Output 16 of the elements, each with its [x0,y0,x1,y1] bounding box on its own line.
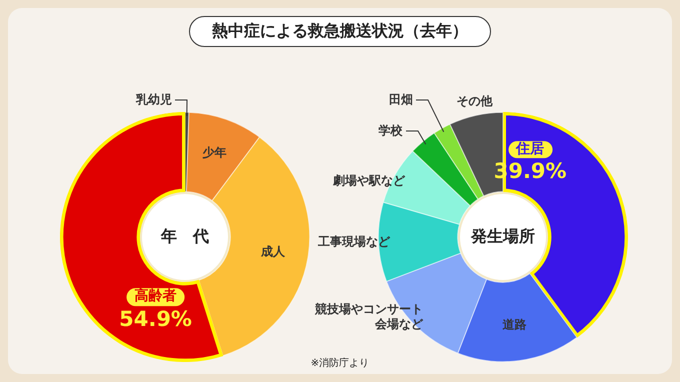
text: 発生場所 [471,226,535,248]
slice-label: 高齢者 [126,288,185,306]
slice-label: 成人 [260,244,285,260]
data-label: 54.9% [119,306,192,332]
text: 熱中症による救急搬送状況（去年） [189,16,491,47]
slice-label: その他 [456,94,492,110]
text: ※消防庁より [310,356,370,370]
slice-label: 田畑 [389,92,414,108]
slice-label: 乳幼児 [136,92,172,108]
slice-label: 劇場や駅など [333,173,406,188]
slice-label: 工事現場など [318,234,390,250]
text: 年 代 [161,226,209,248]
slice-label: 学校 [378,124,403,139]
slice-label: 道路 [502,318,527,333]
slice-label: 少年 [202,145,226,160]
slice-label: 住居 [508,140,552,158]
